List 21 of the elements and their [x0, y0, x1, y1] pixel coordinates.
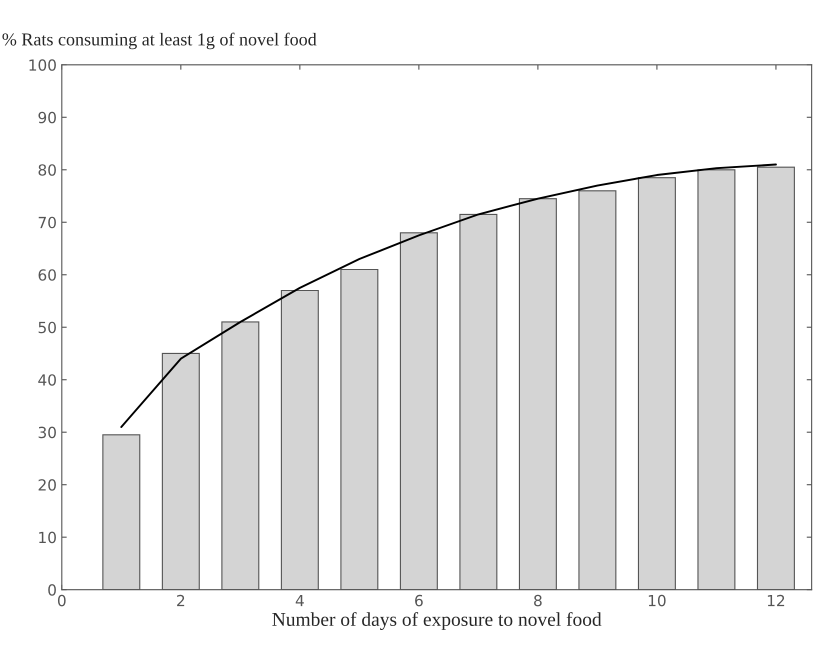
y-tick-label: 10 [39, 532, 56, 544]
y-tick-label: 70 [38, 216, 56, 228]
x-tick-label: 10 [648, 594, 666, 606]
y-tick-label: 90 [38, 112, 56, 124]
x-tick-label: 12 [768, 594, 784, 606]
y-tick-label: 20 [38, 479, 56, 491]
x-axis-title: Number of days of exposure to novel food [272, 612, 602, 630]
y-tick-label: 40 [38, 374, 56, 386]
y-tick-label: 30 [38, 426, 56, 438]
y-tick-label: 0 [48, 584, 56, 596]
y-tick-label: 50 [38, 322, 56, 334]
x-tick-label: 0 [58, 594, 66, 606]
x-tick-label: 8 [534, 594, 542, 606]
y-tick-label: 80 [38, 164, 56, 176]
y-tick-label: 60 [38, 269, 56, 281]
x-tick-label: 6 [415, 594, 423, 606]
chart-title: % Rats consuming at least 1g of novel food [2, 32, 317, 50]
x-tick-label: 2 [177, 594, 184, 606]
x-tick-label: 4 [296, 595, 304, 606]
line-series [120, 164, 777, 428]
y-tick-label: 100 [29, 59, 56, 71]
